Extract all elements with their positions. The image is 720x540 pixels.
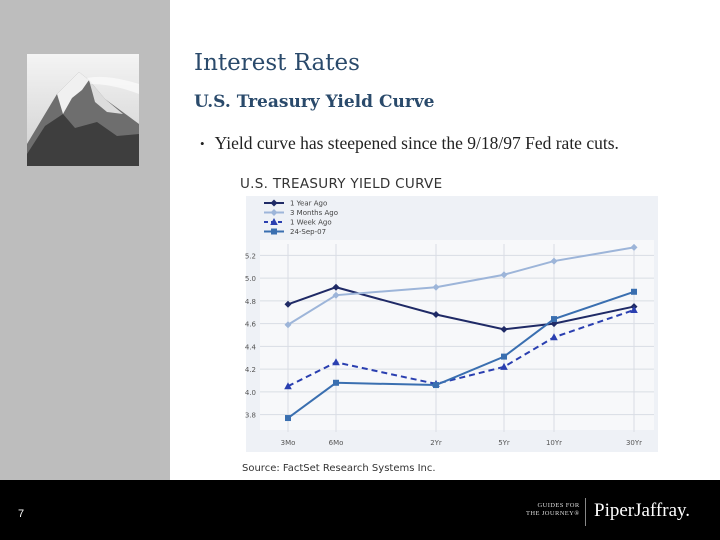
- guides-logo-text: GUIDES FOR THE JOURNEY®: [526, 502, 580, 518]
- x-tick-label: 2Yr: [430, 439, 442, 447]
- y-tick-label: 4.8: [245, 298, 256, 306]
- logo-divider: [585, 498, 586, 526]
- point-current: [631, 288, 637, 295]
- x-tick-label: 10Yr: [546, 439, 562, 447]
- x-tick-label: 5Yr: [498, 439, 510, 447]
- mountain-photo: [27, 54, 139, 166]
- footer-bar: 7: [0, 480, 720, 540]
- section-subtitle: U.S. Treasury Yield Curve: [194, 92, 435, 112]
- point-current: [333, 379, 339, 386]
- point-3-months-ago: [630, 243, 638, 251]
- y-tick-label: 5.2: [245, 252, 256, 260]
- point-1-year-ago: [332, 283, 340, 291]
- legend-marker-current: [271, 228, 277, 235]
- point-current: [433, 382, 439, 389]
- point-1-week-ago: [500, 362, 508, 370]
- point-3-months-ago: [284, 321, 292, 329]
- point-3-months-ago: [500, 271, 508, 279]
- point-3-months-ago: [550, 257, 558, 265]
- plot-area: [260, 240, 654, 430]
- y-tick-label: 4.4: [245, 343, 257, 351]
- chart-title: U.S. TREASURY YIELD CURVE: [240, 176, 443, 192]
- y-tick-label: 3.8: [245, 412, 256, 420]
- bullet-marker: •: [200, 136, 205, 151]
- series-line-1-year-ago: [287, 286, 635, 331]
- bullet-text: Yield curve has steepened since the 9/18…: [214, 133, 619, 153]
- left-sidebar-panel: [0, 0, 170, 480]
- page-title: Interest Rates: [194, 50, 360, 76]
- point-1-year-ago: [432, 311, 440, 319]
- point-1-week-ago: [332, 358, 340, 366]
- legend-marker-1-year-ago: [270, 199, 278, 207]
- legend-marker-3-months-ago: [270, 209, 278, 216]
- yield-curve-chart: 3.8 4.0 4.2 4.4 4.6 4.8 5.0 5.2 3Mo 6Mo 2Yr 5Yr 10Yr…: [232, 170, 662, 480]
- y-tick-label: 5.0: [245, 275, 256, 283]
- chart-source: Source: FactSet Research Systems Inc.: [242, 463, 436, 474]
- point-1-year-ago: [284, 300, 292, 308]
- bullet-item: • Yield curve has steepened since the 9/…: [200, 133, 619, 155]
- guides-line-1: GUIDES FOR: [537, 502, 580, 509]
- series-line-3-months-ago: [287, 246, 635, 326]
- y-tick-label: 4.0: [245, 389, 256, 397]
- point-1-week-ago: [550, 333, 558, 341]
- x-tick-label: 3Mo: [281, 439, 296, 447]
- x-tick-label: 6Mo: [329, 439, 344, 447]
- point-1-week-ago: [630, 305, 638, 313]
- legend-label-current: 24-Sep-07: [290, 228, 326, 236]
- legend-label-3-months-ago: 3 Months Ago: [290, 209, 338, 217]
- guides-line-2: THE JOURNEY®: [526, 510, 580, 517]
- point-current: [501, 353, 507, 360]
- point-1-year-ago: [500, 325, 508, 333]
- piper-jaffray-logo: PiperJaffray.: [594, 500, 691, 521]
- legend-marker-1-week-ago: [270, 218, 278, 225]
- point-current: [285, 415, 291, 422]
- point-1-week-ago: [284, 382, 292, 390]
- series-line-current: [287, 290, 635, 419]
- legend-label-1-year-ago: 1 Year Ago: [290, 200, 327, 208]
- chart-canvas: 3.8 4.0 4.2 4.4 4.6 4.8 5.0 5.2 3Mo 6Mo 2Yr 5Yr 10Yr…: [245, 196, 658, 452]
- x-tick-label: 30Yr: [626, 439, 642, 447]
- y-tick-label: 4.6: [245, 321, 257, 329]
- y-tick-label: 4.2: [245, 366, 256, 374]
- series-line-1-week-ago: [287, 309, 635, 388]
- point-current: [551, 316, 557, 323]
- page-number: 7: [18, 508, 25, 520]
- point-3-months-ago: [332, 291, 340, 299]
- point-3-months-ago: [432, 283, 440, 291]
- legend-label-1-week-ago: 1 Week Ago: [290, 219, 332, 227]
